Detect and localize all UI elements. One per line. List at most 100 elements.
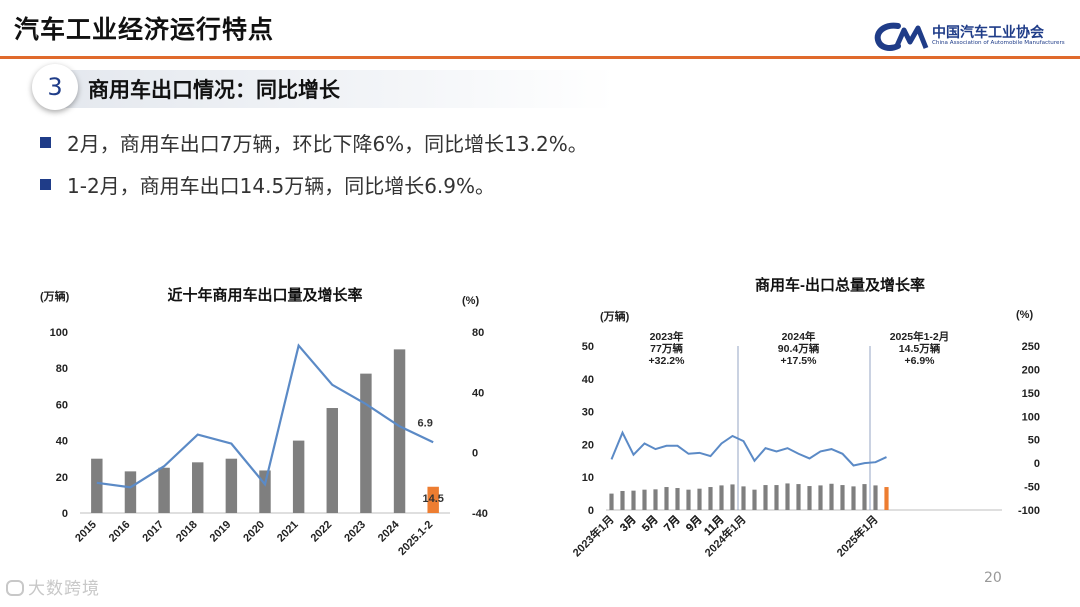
bar-6月: [796, 484, 801, 510]
annotation-text: 77万辆: [650, 342, 683, 355]
x-tick-label: 5月: [639, 513, 660, 534]
annotation-text: +6.9%: [904, 355, 935, 367]
right-tick-label: -100: [1018, 505, 1040, 517]
x-tick-label: 2019: [208, 519, 234, 545]
x-tick-label: 2017: [140, 519, 166, 545]
left-tick-label: 50: [582, 341, 594, 353]
annotation-text: +32.2%: [649, 355, 686, 367]
x-tick-label: 2020: [241, 519, 267, 545]
bar-2018: [192, 462, 204, 513]
bar-2017: [158, 467, 170, 513]
bar-3月: [763, 485, 768, 510]
annotation-text: 14.5万辆: [899, 342, 941, 355]
chart-title: 近十年商用车出口量及增长率: [167, 286, 362, 304]
left-tick-label: 100: [50, 327, 68, 339]
bar-2月: [620, 490, 625, 510]
data-label: 14.5: [422, 493, 443, 505]
annotation-text: 2024年: [782, 330, 816, 343]
left-tick-label: 0: [588, 505, 594, 517]
watermark-icon: [6, 580, 24, 596]
right-tick-label: 80: [472, 327, 484, 339]
chart-annual-exports: 近十年商用车出口量及增长率 (万辆) (%) 0 20 40 60 80 100 -40 0 40 80…: [40, 286, 488, 558]
bar-2016: [124, 471, 137, 513]
page-number: 20: [984, 570, 1002, 586]
bar-2024: [393, 349, 406, 513]
left-tick-label: 80: [56, 363, 68, 375]
right-tick-label: 0: [472, 448, 478, 460]
bar-7月: [807, 486, 812, 510]
right-tick-label: 0: [1034, 458, 1040, 470]
x-tick-label: 2016: [107, 519, 133, 545]
bar-2月: [752, 489, 757, 510]
left-axis-unit: (万辆): [600, 309, 630, 323]
x-tick-label: 2015: [73, 519, 99, 545]
bar-2022: [326, 408, 338, 513]
left-tick-label: 10: [582, 472, 594, 484]
x-tick-label: 2025.1-2: [396, 519, 435, 558]
x-tick-label: 7月: [661, 513, 682, 534]
x-tick-label: 2024: [376, 518, 402, 544]
bar-2023: [360, 373, 372, 513]
bar-5月: [785, 483, 790, 510]
bar-2020: [259, 470, 271, 513]
bar-2019: [225, 458, 238, 513]
logo-text-cn: 中国汽车工业协会: [932, 25, 1044, 41]
bar-9月: [829, 483, 834, 510]
bar-2023年1月: [609, 493, 614, 510]
bar-8月: [686, 489, 691, 510]
right-tick-label: 200: [1022, 364, 1040, 376]
annotation-text: 2023年: [650, 330, 684, 343]
x-tick-label: 2023年1月: [570, 512, 617, 559]
bar-7月: [675, 488, 680, 510]
data-label: 6.9: [418, 417, 433, 429]
bar-5月: [653, 489, 658, 510]
left-tick-label: 30: [582, 407, 594, 419]
bar-2015: [91, 458, 103, 513]
annotation-text: 2025年1-2月: [890, 330, 950, 343]
chart-title: 商用车-出口总量及增长率: [755, 276, 925, 294]
bar-4月: [642, 489, 647, 510]
bar-2021: [292, 440, 305, 513]
bar-12月: [730, 484, 735, 510]
right-tick-label: -40: [472, 508, 488, 520]
bar-2月: [884, 487, 889, 510]
bar-6月: [664, 487, 669, 510]
bar-8月: [818, 485, 823, 510]
cama-logo-icon: [874, 22, 929, 51]
right-tick-label: -50: [1024, 482, 1040, 494]
bullet-square-icon: [40, 179, 51, 190]
right-tick-label: 50: [1028, 435, 1040, 447]
right-tick-label: 100: [1022, 411, 1040, 423]
section-number: 3: [32, 64, 78, 110]
x-tick-label: 2018: [174, 519, 200, 545]
left-axis-unit: (万辆): [40, 289, 70, 303]
x-tick-label: 2022: [309, 519, 335, 545]
right-tick-label: 150: [1022, 388, 1040, 400]
bullet-square-icon: [40, 137, 51, 148]
left-tick-label: 40: [582, 374, 594, 386]
bar-10月: [708, 487, 713, 510]
bullet-item: 2月，商用车出口7万辆，环比下降6%，同比增长13.2%。: [40, 128, 588, 157]
chart-monthly-exports: 商用车-出口总量及增长率 (万辆) (%) 0 10 20 30 40 50 -100 -50 0 50…: [570, 276, 1040, 559]
right-tick-label: 250: [1022, 341, 1040, 353]
bullet-text: 1-2月，商用车出口14.5万辆，同比增长6.9%。: [67, 174, 496, 198]
growth-rate-line: [610, 430, 887, 467]
bar-11月: [719, 485, 724, 510]
section-title: 商用车出口情况：同比增长: [88, 78, 340, 102]
logo-text-en: China Association of Automobile Manufact…: [932, 40, 1065, 46]
bullet-text: 2月，商用车出口7万辆，环比下降6%，同比增长13.2%。: [67, 132, 588, 156]
bullet-item: 1-2月，商用车出口14.5万辆，同比增长6.9%。: [40, 170, 495, 199]
x-tick-label: 2021: [275, 519, 301, 545]
x-tick-label: 2025年1月: [834, 512, 881, 559]
cama-logo: 中国汽车工业协会 China Association of Automobile…: [874, 22, 1065, 52]
left-tick-label: 40: [56, 436, 68, 448]
growth-rate-line: [96, 343, 434, 489]
x-tick-label: 2023: [342, 519, 368, 545]
left-tick-label: 20: [56, 472, 68, 484]
bar-12月: [862, 484, 867, 510]
bar-2025.1-2: [427, 486, 439, 513]
bar-10月: [840, 485, 845, 510]
left-tick-label: 0: [62, 508, 68, 520]
bar-11月: [851, 486, 856, 510]
page-title: 汽车工业经济运行特点: [14, 15, 275, 44]
